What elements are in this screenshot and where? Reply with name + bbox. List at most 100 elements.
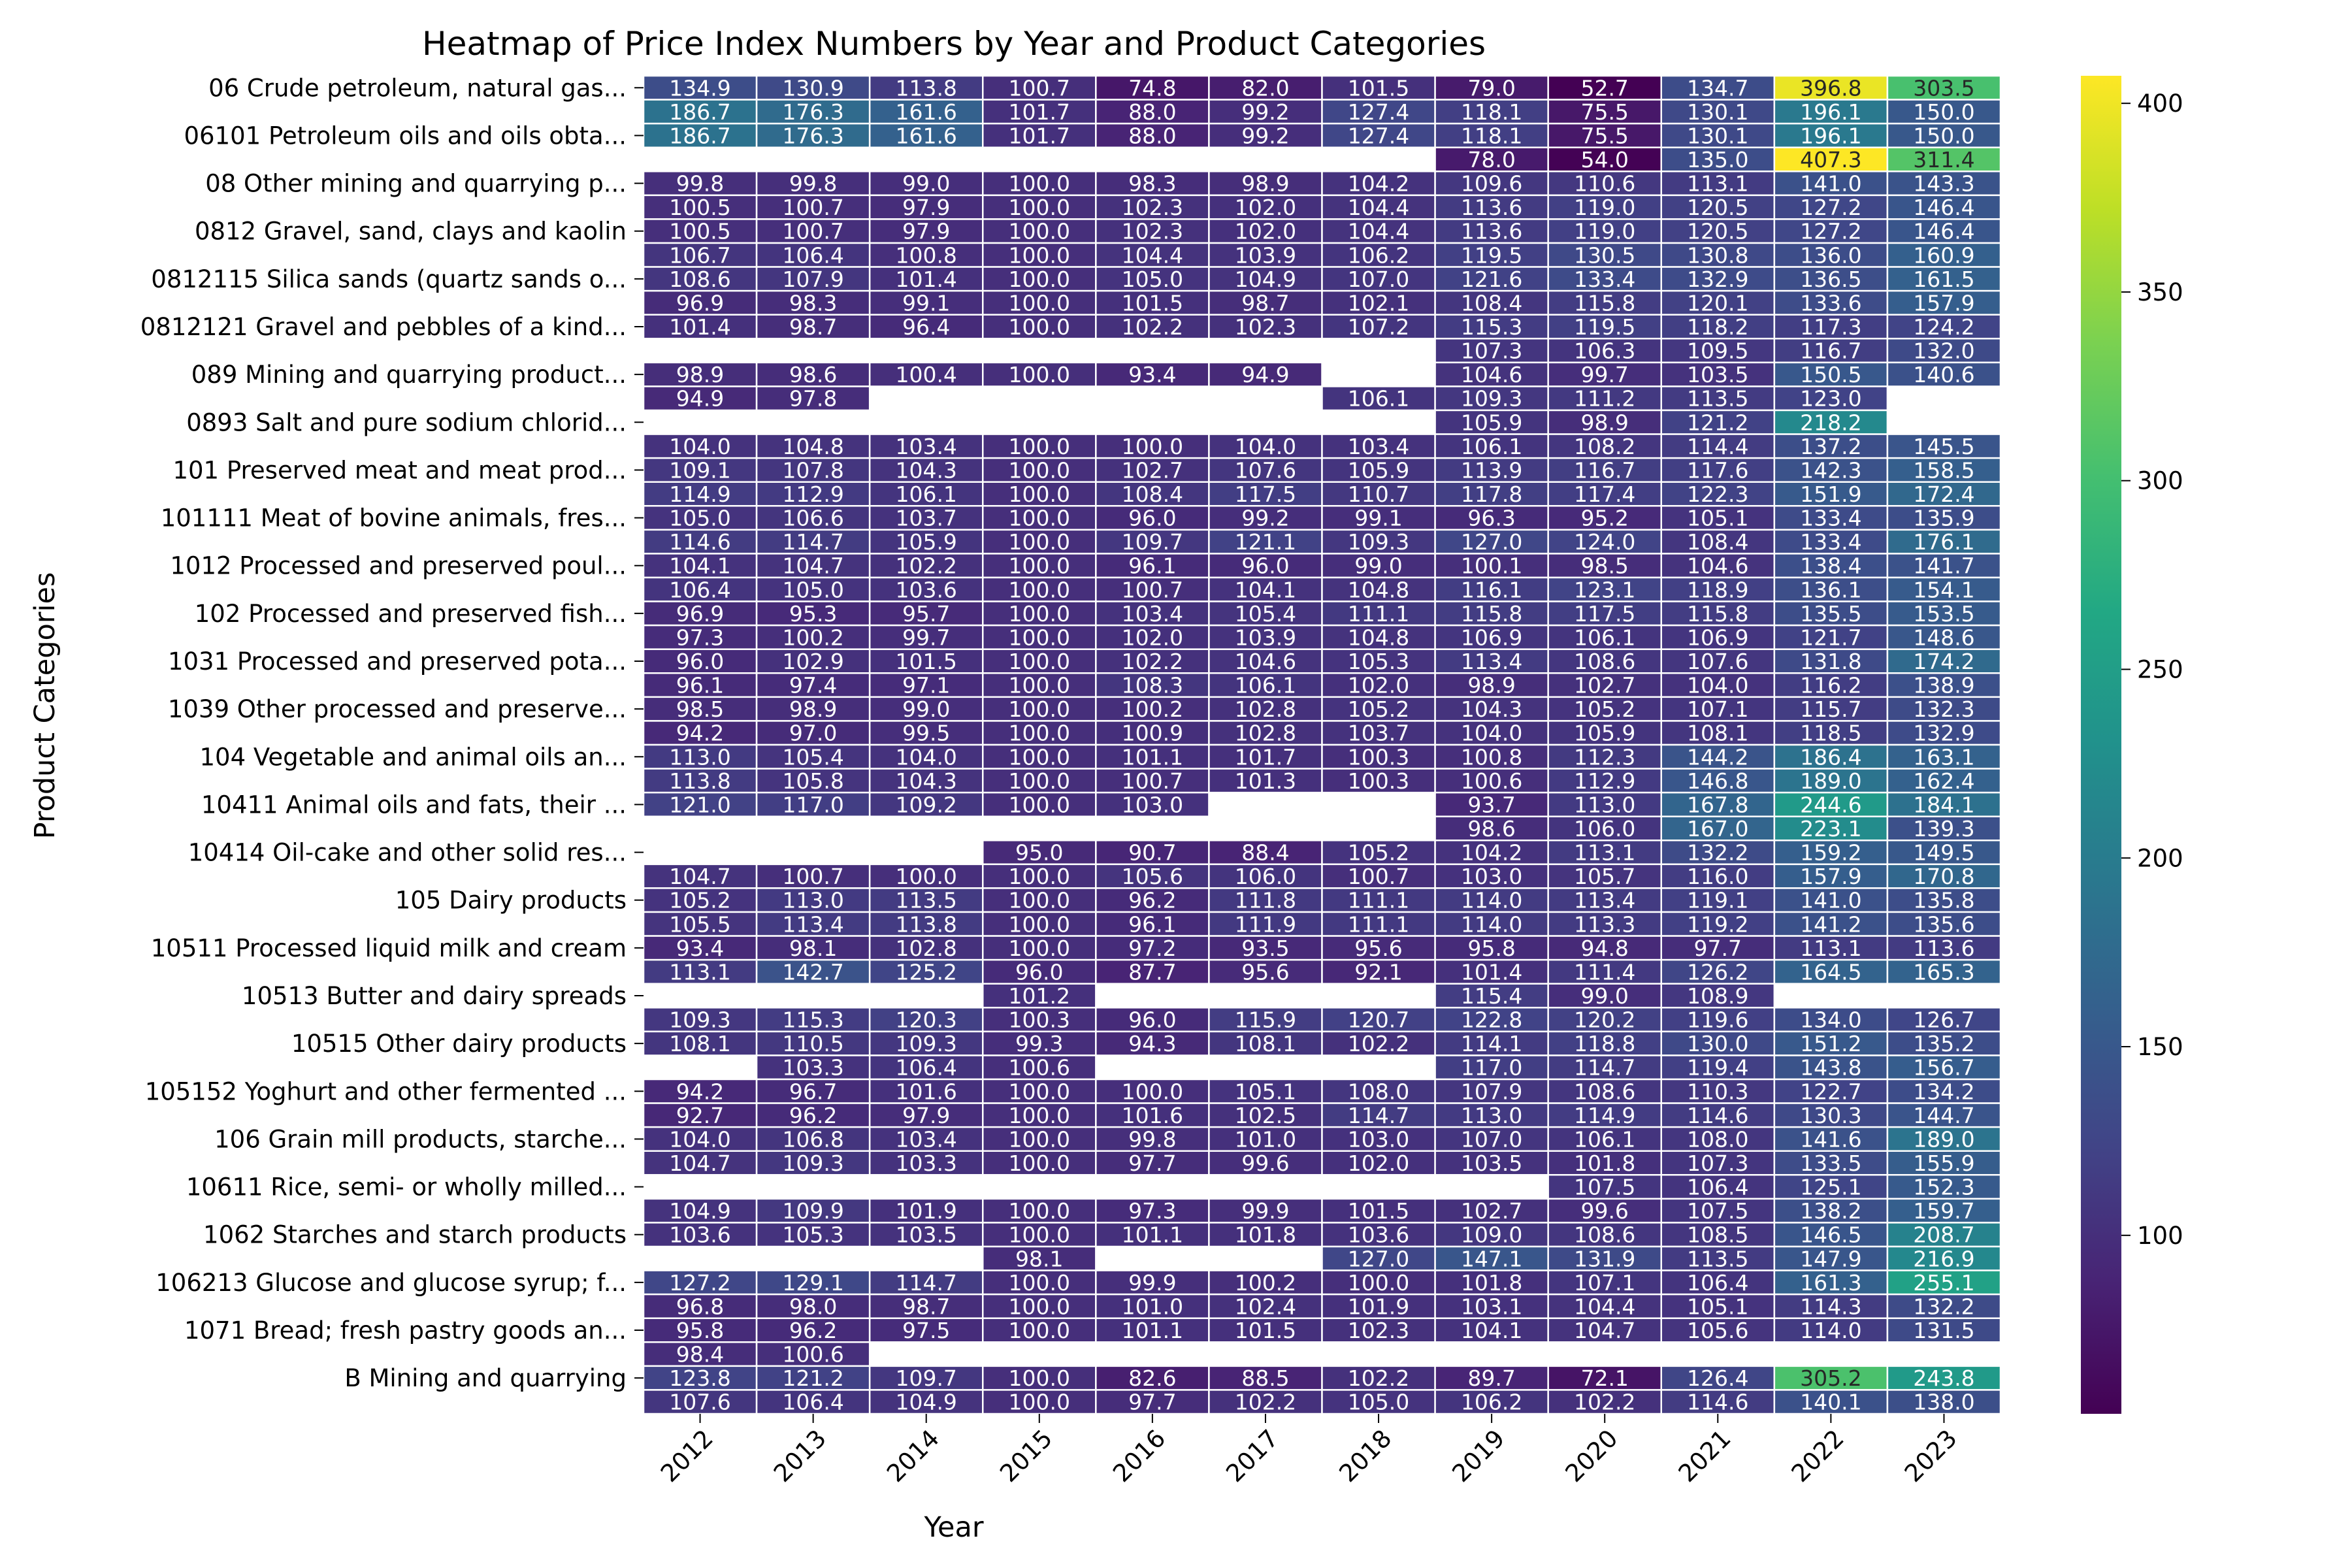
cell-value-label: 95.8	[676, 1318, 724, 1343]
heatmap-cell	[1095, 1293, 1210, 1319]
cell-value-label: 120.5	[1687, 219, 1748, 244]
cell-value-label: 119.5	[1574, 314, 1635, 340]
heatmap-cell	[755, 218, 871, 244]
heatmap-cell	[755, 1389, 871, 1415]
heatmap-cell	[982, 99, 1097, 125]
heatmap-cell	[1886, 1102, 2002, 1128]
cell-value-label: 100.0	[1009, 721, 1070, 746]
cell-value-label: 100.0	[1348, 1270, 1409, 1296]
heatmap-cell	[1321, 266, 1436, 292]
heatmap-cell	[1886, 481, 2002, 507]
cell-value-label: 138.0	[1913, 1390, 1974, 1415]
heatmap-cell	[982, 361, 1097, 387]
cell-value-label: 101.1	[1122, 1318, 1183, 1343]
heatmap-cell	[1095, 1317, 1210, 1343]
heatmap-cell	[1773, 385, 1889, 412]
heatmap-cell	[1321, 218, 1436, 244]
cell-value-label: 184.1	[1913, 792, 1974, 817]
heatmap-cell	[982, 1150, 1097, 1176]
heatmap-cell	[1208, 194, 1323, 220]
heatmap-cell	[1321, 171, 1436, 197]
cell-value-label: 93.5	[1241, 936, 1289, 961]
cell-value-label: 129.1	[782, 1270, 843, 1296]
cell-value-label: 103.6	[895, 577, 956, 602]
heatmap-cell	[982, 696, 1097, 722]
cell-value-label: 100.9	[1122, 721, 1183, 746]
heatmap-cell	[1208, 481, 1323, 507]
y-tick-label: 1039 Other processed and preserve...	[168, 695, 627, 723]
heatmap-cell	[1886, 720, 2002, 746]
cell-value-label: 105.2	[1574, 696, 1635, 722]
cell-value-label: 117.4	[1574, 482, 1635, 507]
cell-value-label: 103.4	[1348, 434, 1409, 459]
cell-value-label: 116.7	[1574, 457, 1635, 483]
cell-value-label: 100.5	[669, 195, 730, 220]
heatmap-cell	[1208, 576, 1323, 602]
cell-value-label: 107.9	[782, 267, 843, 292]
heatmap-cell	[755, 1102, 871, 1128]
cell-value-label: 108.6	[669, 267, 730, 292]
cell-value-label: 105.2	[1348, 840, 1409, 866]
cell-value-label: 93.4	[1128, 362, 1176, 387]
cell-value-label: 98.5	[1580, 553, 1628, 579]
cell-value-label: 100.0	[1009, 482, 1070, 507]
cell-value-label: 106.9	[1461, 625, 1522, 650]
cell-value-label: 119.4	[1687, 1055, 1748, 1081]
cell-value-label: 103.1	[1461, 1294, 1522, 1319]
heatmap-cell	[1886, 1245, 2002, 1271]
cell-value-label: 127.2	[669, 1270, 730, 1296]
cell-value-label: 130.5	[1574, 242, 1635, 268]
cell-value-label: 101.7	[1009, 99, 1070, 125]
cell-value-label: 98.7	[1241, 290, 1289, 316]
colorbar-tick-label: 100	[2137, 1222, 2183, 1250]
heatmap-cell	[1773, 600, 1889, 627]
cell-value-label: 103.7	[1348, 721, 1409, 746]
cell-value-label: 72.1	[1580, 1365, 1628, 1391]
heatmap-cell	[1434, 242, 1549, 268]
heatmap-cell	[1773, 481, 1889, 507]
cell-value-label: 54.0	[1580, 147, 1628, 172]
cell-value-label: 100.0	[1009, 1151, 1070, 1176]
heatmap-cell	[1547, 1150, 1662, 1176]
cell-value-label: 103.9	[1235, 242, 1296, 268]
cell-value-label: 96.9	[676, 601, 724, 627]
heatmap-cell	[1208, 1030, 1323, 1056]
cell-value-label: 96.0	[1015, 959, 1063, 985]
cell-value-label: 108.4	[1687, 529, 1748, 555]
cell-value-label: 109.3	[1348, 529, 1409, 555]
cell-value-label: 102.7	[1461, 1198, 1522, 1224]
cell-value-label: 147.9	[1800, 1246, 1861, 1271]
cell-value-label: 100.2	[1122, 696, 1183, 722]
heatmap-cell	[868, 1102, 984, 1128]
cell-value-label: 100.5	[669, 219, 730, 244]
heatmap-cell	[1095, 935, 1210, 961]
cell-value-label: 96.2	[789, 1103, 837, 1128]
cell-value-label: 119.0	[1574, 195, 1635, 220]
cell-value-label: 114.1	[1461, 1031, 1522, 1056]
cell-value-label: 152.3	[1913, 1175, 1974, 1200]
cell-value-label: 100.7	[782, 195, 843, 220]
x-tick-label: 2018	[1333, 1424, 1397, 1488]
cell-value-label: 101.1	[1122, 1222, 1183, 1248]
cell-value-label: 100.0	[1009, 1222, 1070, 1248]
heatmap-cell	[1547, 171, 1662, 197]
cell-value-label: 100.7	[782, 864, 843, 889]
cell-value-label: 100.0	[1009, 792, 1070, 817]
cell-value-label: 119.2	[1687, 911, 1748, 937]
cell-value-label: 105.0	[1122, 267, 1183, 292]
cell-value-label: 105.9	[1574, 721, 1635, 746]
cell-value-label: 159.7	[1913, 1198, 1974, 1224]
cell-value-label: 100.0	[1009, 362, 1070, 387]
heatmap-cell	[755, 314, 871, 340]
heatmap-cell	[642, 385, 758, 412]
cell-value-label: 157.9	[1913, 290, 1974, 316]
heatmap-cell	[1434, 576, 1549, 602]
cell-value-label: 75.5	[1580, 99, 1628, 125]
cell-value-label: 103.6	[1348, 1222, 1409, 1248]
heatmap-cell	[642, 887, 758, 913]
heatmap-cell	[1434, 433, 1549, 459]
x-tick-label: 2020	[1560, 1424, 1624, 1488]
heatmap-cell	[1434, 266, 1549, 292]
heatmap-cell	[868, 433, 984, 459]
cell-value-label: 106.3	[1574, 338, 1635, 364]
